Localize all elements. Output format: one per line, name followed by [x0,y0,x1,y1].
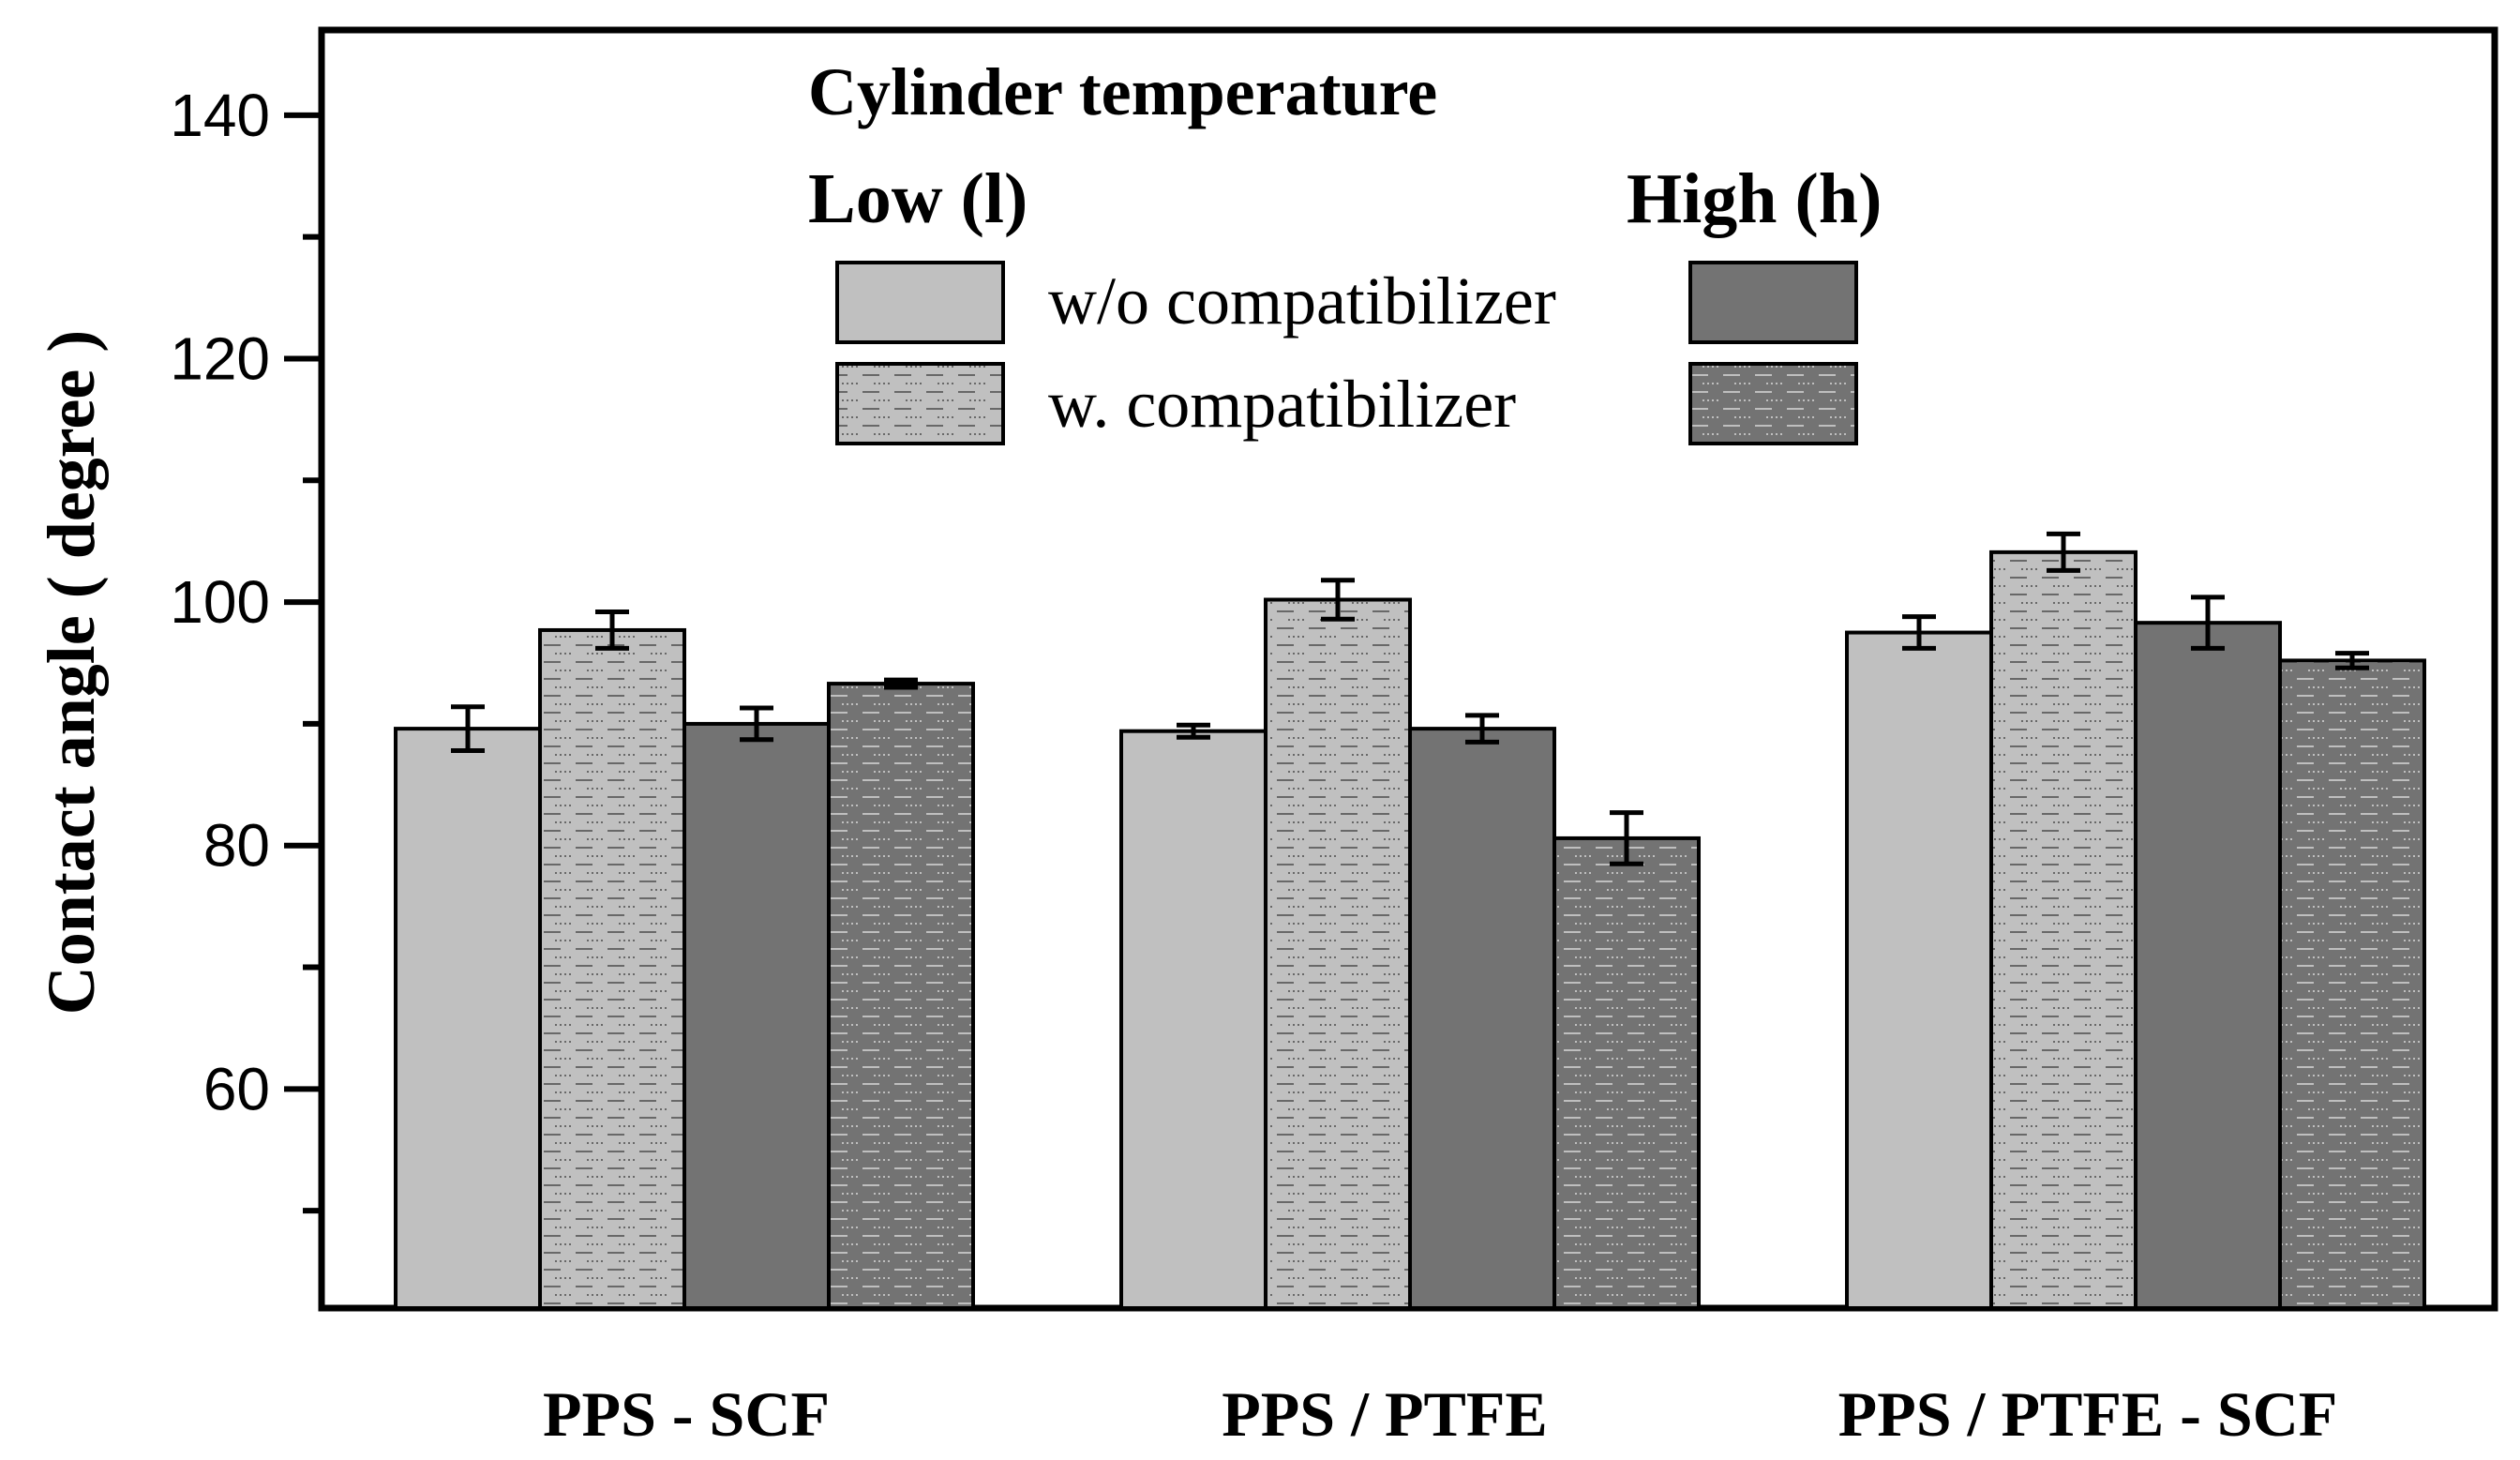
legend: Cylinder temperature Low (l) High (h) w/… [808,54,1882,445]
legend-swatch-low-without [835,261,1005,344]
legend-swatch-high-without [1688,261,1858,344]
x-axis-labels: PPS - SCF PPS / PTFE PPS / PTFE - SCF [543,1378,2337,1450]
error-bar [1321,578,1355,622]
error-bar [451,704,485,753]
bar [2278,658,2426,1310]
bar [1989,549,2138,1310]
bar [1119,729,1268,1310]
y-tick-label: 60 [203,1055,270,1122]
error-bar [740,705,773,743]
bar [394,727,542,1310]
legend-swatch-low-with [835,362,1005,445]
bar [1845,630,1993,1310]
bar [1264,597,1412,1310]
category-label-pps-scf: PPS - SCF [543,1378,830,1450]
bar [1552,835,1701,1310]
error-bar [2047,531,2080,573]
error-bar [1465,713,1499,745]
y-axis-title: Contact angle ( degree ) [34,330,109,1015]
bars [394,531,2426,1310]
error-bar [1902,614,1936,651]
legend-group-low: Low (l) [808,159,1028,238]
legend-label-without-compatibilizer: w/o compatibilizer [1048,263,1556,339]
y-axis: 60 80 100 120 140 [170,82,322,1214]
error-bar [1610,810,1643,866]
y-tick-label: 80 [203,812,270,880]
bar [1408,727,1556,1310]
bar [827,682,975,1310]
y-tick-label: 120 [170,324,270,392]
legend-title: Cylinder temperature [808,54,1437,129]
bar [2134,621,2282,1310]
bar [682,721,831,1310]
y-tick-label: 140 [170,82,270,149]
error-bar [1177,722,1210,740]
error-bar [884,677,918,690]
legend-swatch-high-with [1688,362,1858,445]
legend-label-with-compatibilizer: w. compatibilizer [1048,367,1516,442]
category-label-pps-ptfe-scf: PPS / PTFE - SCF [1838,1378,2338,1450]
error-bar [2335,651,2369,670]
legend-group-high: High (h) [1627,159,1882,238]
bar [538,627,686,1310]
error-bar [2191,595,2225,651]
y-tick-label: 100 [170,568,270,636]
category-label-pps-ptfe: PPS / PTFE [1222,1378,1548,1450]
error-bar [595,609,629,651]
